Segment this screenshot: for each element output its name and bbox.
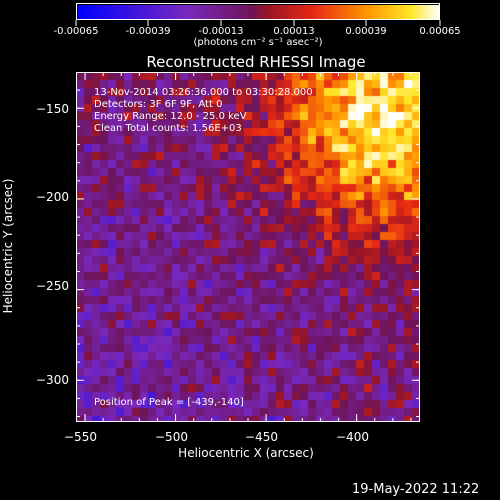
y-axis-label: Heliocentric Y (arcsec) [1,178,15,314]
method-annotation: Clean Total counts: 1.56E+03 [94,123,242,134]
footer-date: 19-May-2022 11:22 [352,482,480,497]
x-tick-label: −550 [64,430,97,444]
energy-range-annotation: Energy Range: 12.0 - 25.0 keV [94,111,247,122]
time-range-annotation: 13-Nov-2014 03:26:36.000 to 03:30:28.000 [94,87,313,98]
y-tick-label: −200 [36,190,69,204]
colorbar-tick-label: 0.00065 [419,26,461,37]
plot-axes [76,72,420,422]
colorbar-unit-label: (photons cm⁻² s⁻¹ asec⁻²) [193,37,323,48]
y-tick-label: −300 [36,373,69,387]
detectors-annotation: Detectors: 3F 6F 9F, Att 0 [94,99,223,110]
y-tick-label: −250 [36,279,69,293]
x-axis-label: Heliocentric X (arcsec) [178,446,314,460]
plot-area [76,72,420,422]
colorbar-tick-label: -0.00039 [125,26,171,37]
x-tick-label: −400 [336,430,369,444]
peak-position-annotation: Position of Peak = [-439,-140] [94,397,244,408]
colorbar-tick-label: -0.00013 [198,26,244,37]
heatmap-image [76,72,420,422]
colorbar-tick-label: 0.00013 [273,26,315,37]
colorbar-ticks [75,20,441,26]
colorbar-tick-label: -0.00065 [53,26,99,37]
x-tick-label: −450 [245,430,278,444]
colorbar [76,3,440,20]
chart-title: Reconstructed RHESSI Image [146,53,366,71]
y-tick-label: −150 [36,102,69,116]
x-tick-label: −500 [155,430,188,444]
colorbar-tick-label: 0.00039 [345,26,387,37]
